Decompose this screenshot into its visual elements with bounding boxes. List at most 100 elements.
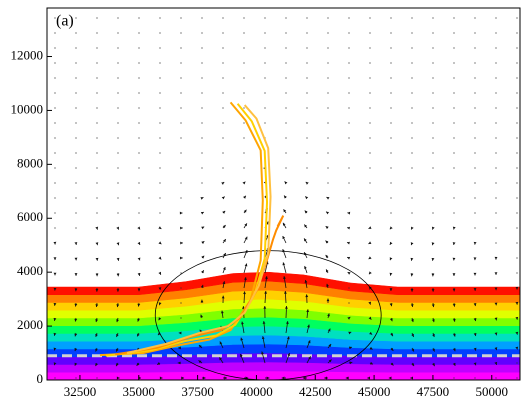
vector-head xyxy=(95,226,99,230)
vector-dot xyxy=(117,197,119,199)
vector-dot xyxy=(495,92,497,94)
vector-head xyxy=(432,334,435,337)
vector-dot xyxy=(201,107,203,109)
vector-dot xyxy=(285,122,287,124)
vector-dot xyxy=(54,122,56,124)
vector-dot xyxy=(243,107,245,109)
vector-dot xyxy=(201,167,203,169)
vector-head xyxy=(116,363,119,367)
vector-dot xyxy=(411,32,413,34)
vector-dot xyxy=(117,62,119,64)
vector-head xyxy=(219,341,223,345)
vector-dot xyxy=(432,32,434,34)
vector-head xyxy=(159,376,163,380)
vector-head xyxy=(284,181,288,185)
vector-dot xyxy=(432,17,434,19)
vector-dot xyxy=(75,212,77,214)
vector-head xyxy=(282,222,286,226)
vector-dot xyxy=(453,197,455,199)
vector-head xyxy=(325,226,329,229)
vector-dot xyxy=(453,167,455,169)
vector-dot xyxy=(243,92,245,94)
vector-dot xyxy=(117,122,119,124)
vector-dot xyxy=(411,182,413,184)
vector-head xyxy=(95,304,99,307)
vector-dot xyxy=(474,32,476,34)
vector-head xyxy=(177,361,181,365)
vector-head xyxy=(326,283,329,287)
vector-head xyxy=(347,226,350,230)
vector-dot xyxy=(474,167,476,169)
vector-dot xyxy=(96,92,98,94)
vector-head xyxy=(389,257,393,261)
vector-dot xyxy=(348,197,350,199)
vector-dot xyxy=(495,182,497,184)
vector-dot xyxy=(390,107,392,109)
vector-dot xyxy=(96,17,98,19)
vector-dot xyxy=(75,47,77,49)
vector-dot xyxy=(516,167,518,169)
vector-head xyxy=(137,318,140,322)
vector-head xyxy=(452,242,456,245)
vector-dot xyxy=(222,107,224,109)
vector-head xyxy=(369,346,373,350)
vector-dot xyxy=(138,182,140,184)
vector-dot xyxy=(180,17,182,19)
vector-dot xyxy=(180,152,182,154)
vector-dot xyxy=(243,17,245,19)
vector-dot xyxy=(96,152,98,154)
vector-head xyxy=(244,223,247,227)
vector-head xyxy=(116,242,120,246)
vector-dot xyxy=(96,122,98,124)
vector-dot xyxy=(390,17,392,19)
vector-dot xyxy=(516,242,518,244)
vector-dot xyxy=(516,122,518,124)
vector-dot xyxy=(432,152,434,154)
vector-dot xyxy=(117,92,119,94)
vector-head xyxy=(304,224,308,228)
vector-dot xyxy=(138,62,140,64)
vector-dot xyxy=(264,107,266,109)
vector-dot xyxy=(495,377,497,379)
vector-head xyxy=(287,352,291,356)
vector-head xyxy=(116,334,119,338)
vector-dot xyxy=(495,242,497,244)
vector-dot xyxy=(222,92,224,94)
vector-dot xyxy=(159,77,161,79)
vector-head xyxy=(326,298,330,302)
y-tick-label: 12000 xyxy=(11,48,44,63)
vector-head xyxy=(431,289,435,292)
vector-head xyxy=(411,333,414,337)
vector-head xyxy=(53,332,57,336)
y-tick-label: 0 xyxy=(37,371,44,386)
vector-dot xyxy=(159,212,161,214)
vector-head xyxy=(201,255,205,259)
vector-dot xyxy=(264,62,266,64)
vector-dot xyxy=(138,77,140,79)
vector-head xyxy=(390,347,394,351)
vector-dot xyxy=(390,137,392,139)
vector-dot xyxy=(159,182,161,184)
vector-dot xyxy=(327,182,329,184)
vector-head xyxy=(74,288,78,292)
vector-head xyxy=(53,318,57,321)
vector-dot xyxy=(201,182,203,184)
vector-head xyxy=(284,195,287,199)
vector-dot xyxy=(411,212,413,214)
vector-dot xyxy=(432,107,434,109)
vector-dot xyxy=(453,212,455,214)
vector-head xyxy=(473,333,477,336)
vector-dot xyxy=(474,17,476,19)
vector-dot xyxy=(180,47,182,49)
vector-dot xyxy=(495,227,497,229)
vector-dot xyxy=(243,167,245,169)
vector-dot xyxy=(474,62,476,64)
vector-head xyxy=(473,241,477,245)
vector-dot xyxy=(474,47,476,49)
vector-head xyxy=(243,277,247,281)
y-tick-label: 10000 xyxy=(11,101,44,116)
vector-dot xyxy=(201,92,203,94)
vector-dot xyxy=(201,17,203,19)
vector-head xyxy=(261,336,265,340)
vector-dot xyxy=(201,32,203,34)
